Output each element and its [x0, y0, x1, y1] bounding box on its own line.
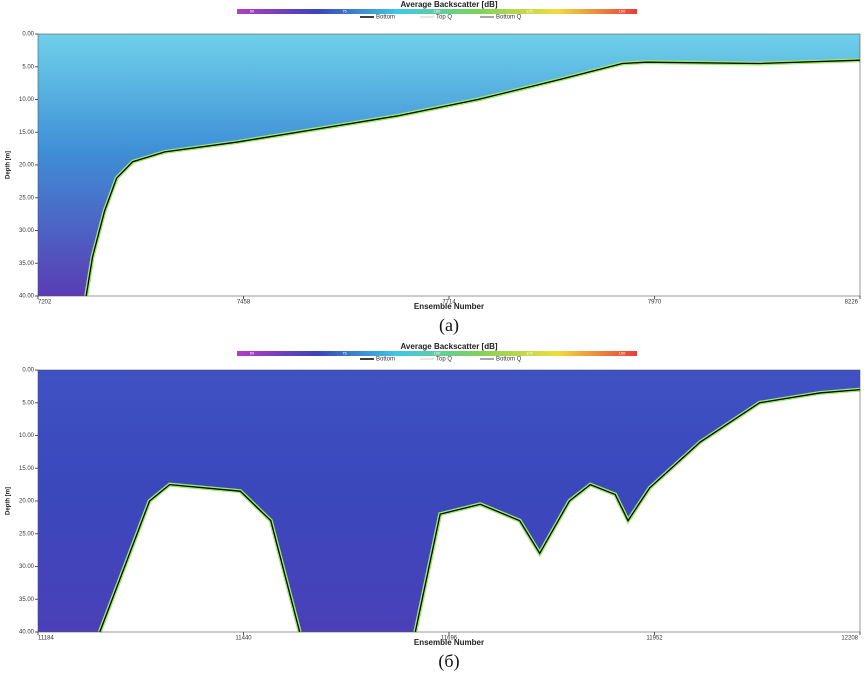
legend-label: Bottom — [376, 357, 395, 363]
seabed — [99, 484, 300, 632]
x-axis-label: Ensemble Number — [414, 638, 484, 647]
chart-title: Average Backscatter [dB] — [400, 342, 497, 351]
y-tick-label: 30.00 — [19, 228, 35, 234]
x-tick-label: 11184 — [38, 636, 54, 642]
x-axis-label: Ensemble Number — [414, 302, 484, 311]
x-tick-label: 12208 — [841, 636, 858, 642]
bottom-line — [99, 483, 301, 633]
x-tick-label: 7458 — [237, 300, 251, 306]
colorbar-tick-label: 50 — [250, 351, 255, 356]
colorbar-tick-label: 125 — [526, 9, 533, 14]
y-tick-label: 35.00 — [19, 261, 35, 267]
y-tick-label: 35.00 — [19, 597, 35, 603]
y-tick-label: 30.00 — [19, 564, 35, 570]
colorbar-tick-label: 150 — [619, 351, 626, 356]
legend-label: Bottom — [376, 15, 395, 21]
y-tick-label: 25.00 — [19, 531, 35, 537]
y-axis-label: Depth [m] — [6, 487, 12, 515]
legend-label: Bottom Q — [496, 357, 522, 363]
y-tick-label: 40.00 — [19, 294, 35, 300]
colorbar — [237, 351, 637, 356]
seabed — [415, 389, 860, 632]
legend-label: Top Q — [436, 15, 452, 21]
colorbar-tick-label: 75 — [342, 351, 347, 356]
colorbar-tick-label: 100 — [434, 351, 441, 356]
chart-title: Average Backscatter [dB] — [400, 0, 497, 9]
caption: (б) — [438, 651, 459, 672]
y-tick-label: 5.00 — [22, 64, 34, 70]
y-tick-label: 0.00 — [22, 368, 34, 374]
x-tick-label: 11696 — [441, 636, 458, 642]
colorbar-tick-label: 75 — [342, 9, 347, 14]
x-tick-label: 7202 — [38, 300, 52, 306]
bottom-line — [85, 59, 861, 297]
colorbar-tick-label: 150 — [619, 9, 626, 14]
y-axis-label: Depth [m] — [6, 151, 12, 179]
y-tick-label: 5.00 — [22, 400, 34, 406]
bottom-line — [414, 389, 861, 633]
x-tick-label: 7970 — [648, 300, 662, 306]
y-tick-label: 10.00 — [19, 433, 35, 439]
y-tick-label: 15.00 — [19, 466, 35, 472]
colorbar-tick-label: 50 — [250, 9, 255, 14]
seabed — [86, 60, 860, 297]
y-tick-label: 40.00 — [19, 630, 35, 636]
colorbar — [237, 9, 637, 14]
legend-label: Top Q — [436, 357, 452, 363]
y-tick-label: 20.00 — [19, 499, 35, 505]
x-tick-label: 7714 — [442, 300, 456, 306]
x-tick-label: 8226 — [845, 300, 859, 306]
caption: (a) — [439, 315, 459, 336]
x-tick-label: 11952 — [646, 636, 663, 642]
colorbar-tick-label: 100 — [434, 9, 441, 14]
y-tick-label: 20.00 — [19, 163, 35, 169]
legend-label: Bottom Q — [496, 15, 522, 21]
x-tick-label: 11440 — [235, 636, 252, 642]
y-tick-label: 25.00 — [19, 195, 35, 201]
y-tick-label: 0.00 — [22, 32, 34, 38]
y-tick-label: 10.00 — [19, 97, 35, 103]
colorbar-tick-label: 125 — [526, 351, 533, 356]
y-tick-label: 15.00 — [19, 130, 35, 136]
